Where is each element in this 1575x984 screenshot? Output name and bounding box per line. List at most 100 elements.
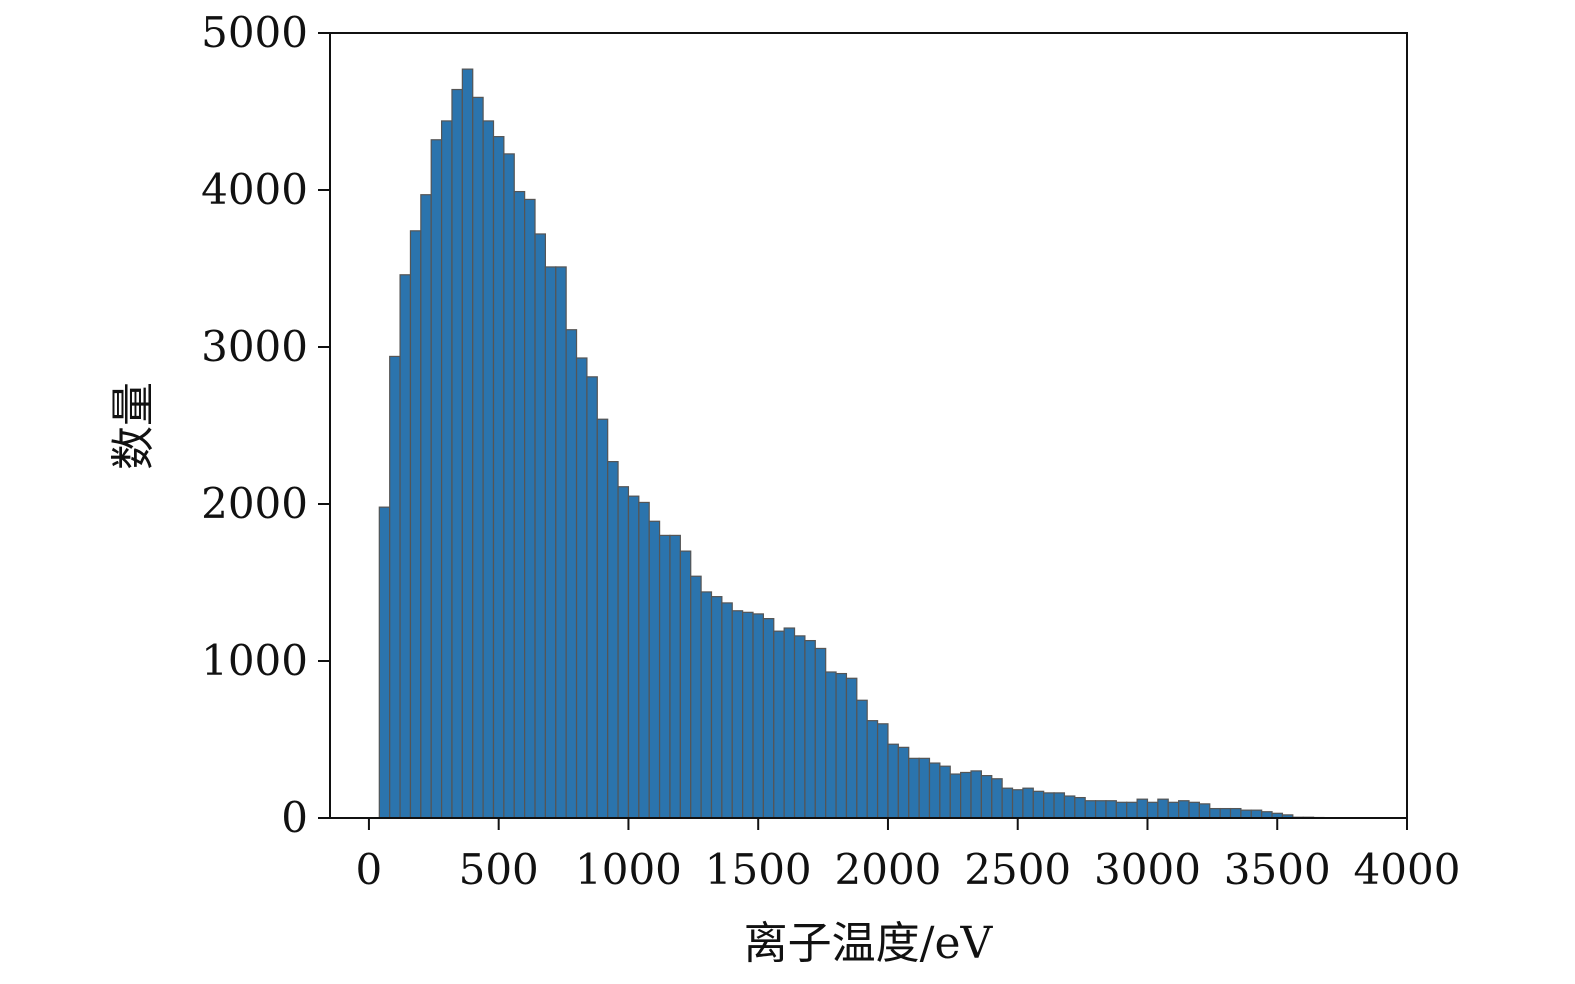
histogram-bar (721, 602, 733, 819)
x-tick-label: 3000 (1094, 845, 1201, 894)
histogram-bar (607, 461, 619, 819)
histogram-bar (627, 495, 640, 819)
histogram-bar (378, 506, 391, 819)
histogram-bar (596, 418, 609, 819)
histogram-bar (679, 550, 692, 819)
histogram-bar (1022, 787, 1034, 819)
histogram-bar (1209, 807, 1221, 819)
histogram-bar (1136, 798, 1149, 819)
histogram-bar (482, 120, 495, 819)
histogram-bar (1167, 801, 1180, 819)
plot-frame (329, 32, 1408, 819)
histogram-bar (1146, 801, 1159, 819)
x-tick-label: 2500 (964, 845, 1071, 894)
histogram-bar (918, 757, 931, 819)
histogram-bar (524, 198, 536, 819)
histogram-bar (752, 613, 764, 819)
histogram-bar (731, 610, 744, 819)
histogram-bar (908, 757, 920, 819)
x-axis-label: 离子温度/eV (744, 918, 994, 969)
histogram-bar (440, 120, 453, 819)
histogram-bar (544, 266, 557, 819)
histogram-bar (845, 677, 858, 819)
histogram-bar (1240, 809, 1252, 819)
histogram-bar (1094, 800, 1107, 819)
histogram-bar (555, 266, 567, 819)
histogram-bar (762, 618, 775, 819)
y-tick-label: 3000 (201, 322, 308, 371)
histogram-bar (856, 699, 868, 819)
histogram-bar (825, 671, 837, 819)
histogram-bar (1053, 792, 1066, 819)
y-tick-label: 4000 (201, 165, 308, 214)
histogram-bar (866, 720, 879, 819)
histogram-bar (1063, 795, 1076, 819)
histogram-bar (399, 274, 412, 819)
histogram-bar (835, 672, 848, 819)
histogram-bar (804, 639, 816, 819)
histogram-bar (876, 723, 889, 819)
histogram-bar (960, 771, 972, 819)
x-tick-label: 4000 (1354, 845, 1461, 894)
histogram-bar (793, 635, 806, 819)
histogram-bar (420, 194, 432, 819)
histogram-bar (513, 190, 526, 819)
histogram-bar (565, 329, 578, 819)
histogram-bar (1198, 803, 1211, 819)
histogram-bar (669, 534, 681, 819)
histogram-bar (700, 591, 713, 819)
histogram-bar (1250, 809, 1263, 819)
histogram-bar (710, 596, 723, 819)
histogram-bar (1229, 807, 1242, 819)
y-axis: 0 1000 2000 3000 4000 5000 (201, 8, 330, 842)
y-tick-label: 1000 (201, 636, 308, 685)
histogram-bar (814, 647, 827, 819)
x-tick-label: 500 (459, 845, 539, 894)
histogram-bar (1157, 798, 1169, 819)
histogram-bar (980, 775, 993, 819)
histogram-bar (492, 136, 505, 819)
y-axis-label: 数量 (108, 382, 159, 470)
histogram-bar (1084, 800, 1097, 819)
histogram-bar (461, 68, 474, 819)
histogram-bar (1043, 792, 1055, 819)
histogram-bar (773, 630, 785, 819)
histogram-bar (534, 233, 547, 819)
histogram-bar (1188, 801, 1200, 819)
histogram-bar (1032, 790, 1045, 819)
x-tick-label: 1500 (705, 845, 812, 894)
x-tick-label: 0 (356, 845, 383, 894)
histogram-bar (586, 376, 598, 819)
histogram-bar (949, 773, 962, 819)
histogram-bar (389, 355, 401, 819)
histogram-bar (451, 88, 463, 819)
histogram-bar (1126, 801, 1138, 819)
histogram-bar (648, 520, 661, 819)
x-tick-label: 2000 (835, 845, 942, 894)
histogram-bar (1178, 800, 1190, 819)
histogram-bar (1105, 800, 1117, 819)
bars-group (378, 68, 1346, 819)
histogram-bar (472, 96, 484, 819)
histogram-bar (939, 765, 951, 819)
histogram-bar (928, 762, 941, 819)
histogram-bar (887, 743, 899, 819)
y-tick-label: 2000 (201, 479, 308, 528)
histogram-bar (690, 575, 702, 819)
histogram-bar (970, 770, 982, 819)
histogram-bar (897, 746, 910, 819)
histogram-bar (1219, 807, 1232, 819)
histogram-bar (1011, 789, 1024, 819)
histogram-bar (503, 153, 515, 819)
histogram-bar (658, 534, 671, 819)
histogram-bar (1074, 796, 1086, 819)
y-tick-label: 0 (281, 793, 308, 842)
x-tick-label: 3500 (1224, 845, 1331, 894)
histogram-bar (617, 486, 630, 819)
x-axis: 0 500 1000 1500 2000 2500 3000 3500 4000 (356, 818, 1461, 894)
histogram-bar (409, 230, 422, 819)
x-tick-label: 1000 (575, 845, 682, 894)
histogram-bar (1115, 801, 1128, 819)
histogram-bar (1001, 787, 1014, 819)
